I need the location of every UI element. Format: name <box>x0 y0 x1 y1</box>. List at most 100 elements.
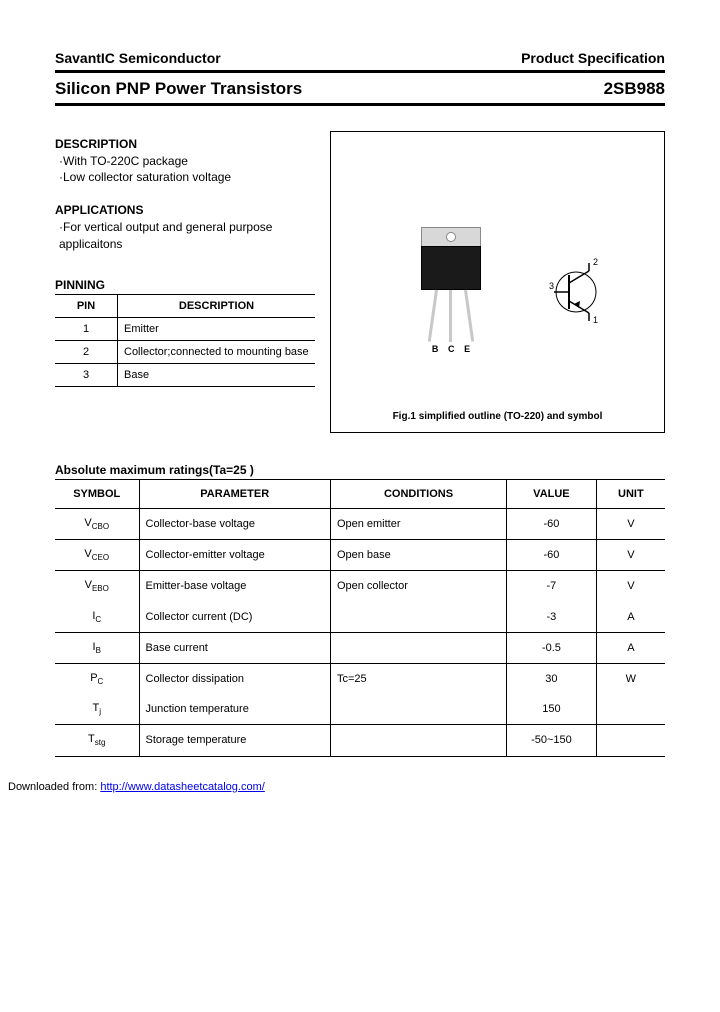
cell-value: -7 <box>507 571 597 602</box>
pin-num: 1 <box>55 317 118 340</box>
th-symbol: SYMBOL <box>55 480 139 509</box>
cell-parameter: Junction temperature <box>139 694 330 725</box>
cell-value: -60 <box>507 509 597 540</box>
to220-package-icon: B C E <box>421 227 481 354</box>
table-row: TstgStorage temperature -50~150 <box>55 725 665 756</box>
cell-parameter: Storage temperature <box>139 725 330 756</box>
title-row: Silicon PNP Power Transistors 2SB988 <box>55 79 665 99</box>
desc-item-0: ·With TO-220C package <box>59 153 315 169</box>
app-item-0: ·For vertical output and general purpose… <box>59 219 315 251</box>
cell-symbol: PC <box>55 663 139 694</box>
table-row: 3 Base <box>55 363 315 386</box>
cell-symbol: Tstg <box>55 725 139 756</box>
cell-unit <box>596 725 665 756</box>
cell-symbol: VCEO <box>55 540 139 571</box>
left-column: DESCRIPTION ·With TO-220C package ·Low c… <box>55 131 315 433</box>
cell-conditions <box>330 632 506 663</box>
applications-heading: APPLICATIONS <box>55 203 315 217</box>
sym-emitter: 1 <box>593 315 598 325</box>
table-header-row: SYMBOL PARAMETER CONDITIONS VALUE UNIT <box>55 480 665 509</box>
header-row: SavantIC Semiconductor Product Specifica… <box>55 50 665 66</box>
cell-value: -50~150 <box>507 725 597 756</box>
sym-collector: 2 <box>593 257 598 267</box>
pin-num: 2 <box>55 340 118 363</box>
cell-unit: V <box>596 509 665 540</box>
cell-parameter: Collector-base voltage <box>139 509 330 540</box>
cell-parameter: Collector dissipation <box>139 663 330 694</box>
cell-unit: A <box>596 602 665 633</box>
cell-value: -0.5 <box>507 632 597 663</box>
cell-value: -60 <box>507 540 597 571</box>
figure-box: B C E 2 3 1 <box>330 131 665 433</box>
cell-value: -3 <box>507 602 597 633</box>
part-number: 2SB988 <box>604 79 665 99</box>
table-row: ICCollector current (DC) -3A <box>55 602 665 633</box>
cell-unit: A <box>596 632 665 663</box>
cell-symbol: IC <box>55 602 139 633</box>
table-row: 1 Emitter <box>55 317 315 340</box>
th-conditions: CONDITIONS <box>330 480 506 509</box>
cell-conditions: Open emitter <box>330 509 506 540</box>
cell-symbol: VEBO <box>55 571 139 602</box>
pin-desc: Base <box>118 363 316 386</box>
cell-symbol: IB <box>55 632 139 663</box>
cell-parameter: Collector current (DC) <box>139 602 330 633</box>
th-parameter: PARAMETER <box>139 480 330 509</box>
cell-unit: V <box>596 571 665 602</box>
pin-num: 3 <box>55 363 118 386</box>
company-name: SavantIC Semiconductor <box>55 50 221 66</box>
cell-unit: V <box>596 540 665 571</box>
cell-conditions <box>330 694 506 725</box>
footer-text: Downloaded from: <box>8 781 100 793</box>
cell-conditions: Open base <box>330 540 506 571</box>
rule-title <box>55 103 665 106</box>
footer: Downloaded from: http://www.datasheetcat… <box>0 777 720 797</box>
description-heading: DESCRIPTION <box>55 137 315 151</box>
footer-link[interactable]: http://www.datasheetcatalog.com/ <box>100 781 264 793</box>
th-pin: PIN <box>55 294 118 317</box>
cell-symbol: VCBO <box>55 509 139 540</box>
lead-label-b: B <box>432 344 439 354</box>
table-row: VCBOCollector-base voltageOpen emitter-6… <box>55 509 665 540</box>
ratings-heading: Absolute maximum ratings(Ta=25 ) <box>55 463 665 477</box>
datasheet-page: SavantIC Semiconductor Product Specifica… <box>0 0 720 777</box>
desc-item-1: ·Low collector saturation voltage <box>59 169 315 185</box>
cell-value: 150 <box>507 694 597 725</box>
table-row: VCEOCollector-emitter voltageOpen base-6… <box>55 540 665 571</box>
cell-parameter: Base current <box>139 632 330 663</box>
ratings-table: SYMBOL PARAMETER CONDITIONS VALUE UNIT V… <box>55 479 665 757</box>
table-header-row: PIN DESCRIPTION <box>55 294 315 317</box>
table-row: 2 Collector;connected to mounting base <box>55 340 315 363</box>
transistor-symbol-icon: 2 3 1 <box>549 257 619 327</box>
cell-conditions <box>330 725 506 756</box>
cell-parameter: Collector-emitter voltage <box>139 540 330 571</box>
right-column: B C E 2 3 1 <box>330 131 665 433</box>
product-line: Silicon PNP Power Transistors <box>55 79 302 99</box>
cell-unit <box>596 694 665 725</box>
cell-value: 30 <box>507 663 597 694</box>
cell-symbol: Tj <box>55 694 139 725</box>
cell-conditions: Tc=25 <box>330 663 506 694</box>
table-row: IBBase current -0.5A <box>55 632 665 663</box>
lead-label-c: C <box>448 344 455 354</box>
cell-parameter: Emitter-base voltage <box>139 571 330 602</box>
th-value: VALUE <box>507 480 597 509</box>
sym-base: 3 <box>549 281 554 291</box>
pinning-table: PIN DESCRIPTION 1 Emitter 2 Collector;co… <box>55 294 315 387</box>
figure-caption: Fig.1 simplified outline (TO-220) and sy… <box>331 411 664 422</box>
rule-top <box>55 70 665 73</box>
pin-desc: Emitter <box>118 317 316 340</box>
table-row: TjJunction temperature 150 <box>55 694 665 725</box>
table-row: PCCollector dissipationTc=25 30W <box>55 663 665 694</box>
lead-label-e: E <box>464 344 470 354</box>
cell-conditions <box>330 602 506 633</box>
pinning-heading: PINNING <box>55 278 315 292</box>
pin-desc: Collector;connected to mounting base <box>118 340 316 363</box>
cell-conditions: Open collector <box>330 571 506 602</box>
upper-section: DESCRIPTION ·With TO-220C package ·Low c… <box>55 131 665 433</box>
doc-type: Product Specification <box>521 50 665 66</box>
th-unit: UNIT <box>596 480 665 509</box>
table-row: VEBOEmitter-base voltageOpen collector-7… <box>55 571 665 602</box>
th-desc: DESCRIPTION <box>118 294 316 317</box>
cell-unit: W <box>596 663 665 694</box>
